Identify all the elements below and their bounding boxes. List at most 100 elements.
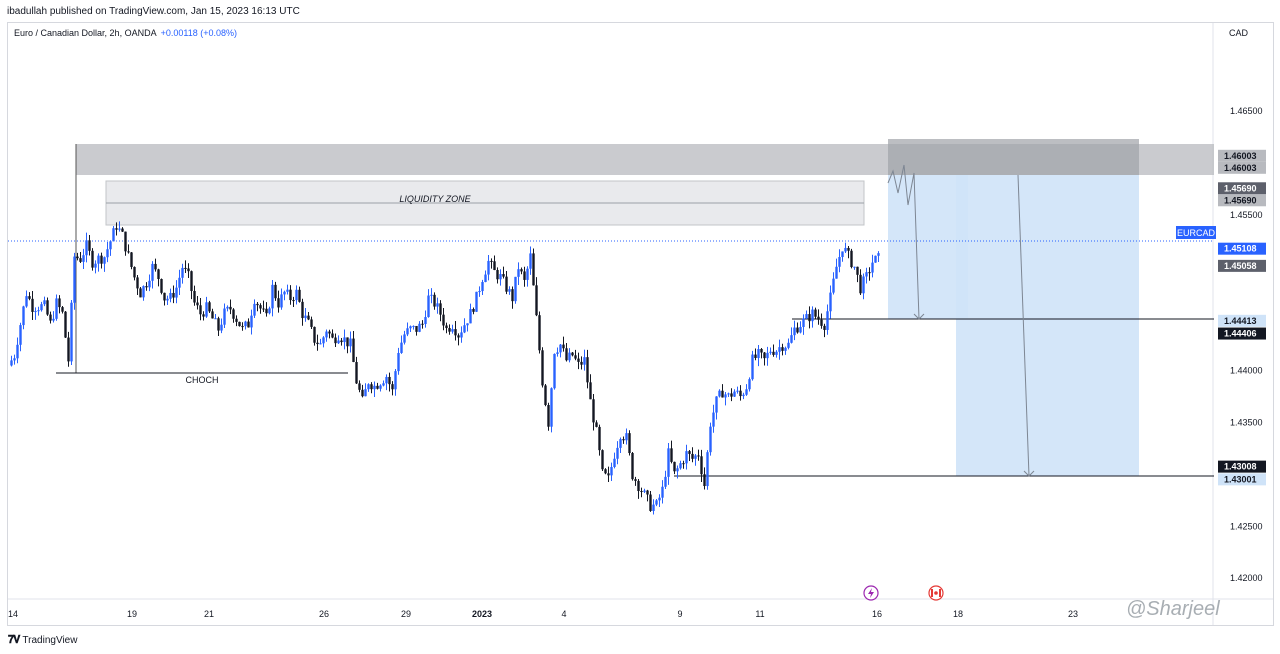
candle-body	[670, 448, 673, 462]
candle-body	[283, 291, 286, 295]
candle-body	[838, 257, 841, 267]
candle-body	[169, 292, 172, 299]
candle-body	[841, 251, 844, 258]
supply-zone-projection[interactable]	[888, 139, 1139, 175]
candle-body	[568, 352, 571, 361]
price-tag: 1.46003	[1224, 151, 1257, 161]
candle-body	[529, 253, 532, 269]
candle-body	[874, 255, 877, 263]
candle-body	[853, 266, 856, 268]
candle-body	[427, 295, 430, 318]
time-tick-label: 2023	[472, 609, 492, 619]
candle-body	[196, 302, 199, 306]
candle-body	[610, 467, 613, 476]
candle-body	[463, 325, 466, 333]
time-scale[interactable]: 14 19 21 26 29 2023 4 9 11 16 18 23	[8, 609, 1078, 619]
candle-body	[508, 289, 511, 292]
price-tag: 1.44406	[1224, 329, 1257, 339]
candle-body	[130, 252, 133, 267]
candle-body	[676, 468, 679, 472]
candle-body	[817, 316, 820, 320]
candle-body	[91, 250, 94, 268]
candle-body	[157, 269, 160, 280]
time-tick-label: 18	[953, 609, 963, 619]
projection-path-2[interactable]	[1017, 174, 1030, 477]
candle-body	[97, 255, 100, 264]
lightning-event-icon[interactable]	[863, 585, 879, 601]
symbol-name: Euro / Canadian Dollar, 2h, OANDA	[14, 28, 157, 38]
candle-body	[640, 491, 643, 493]
candle-body	[703, 474, 706, 487]
candle-body	[364, 389, 367, 397]
price-tag: 1.46003	[1224, 163, 1257, 173]
tradingview-logo-icon[interactable]: 𝟕𝐕	[8, 634, 20, 646]
candle-body	[442, 314, 445, 326]
candle-body	[646, 490, 649, 495]
candle-body	[784, 347, 787, 351]
currency-label: CAD	[1229, 28, 1249, 38]
candle-body	[520, 269, 523, 272]
candle-body	[175, 287, 178, 298]
candle-body	[160, 279, 163, 293]
candle-body	[292, 300, 295, 302]
candle-body	[751, 354, 754, 380]
candle-body	[112, 228, 115, 242]
target-box-2[interactable]	[956, 175, 1139, 476]
footer-brand[interactable]: TradingView	[22, 635, 78, 646]
candle-body	[517, 269, 520, 277]
candlestick-chart[interactable]: LIQUIDITY ZONE CHOCH 1.46500 1.45500 1.450…	[8, 23, 1273, 625]
price-tag-box	[1218, 314, 1266, 327]
candle-body	[460, 332, 463, 338]
price-scale[interactable]: 1.465001.455001.450001.445001.440001.435…	[1230, 106, 1263, 583]
price-tick-label: 1.44000	[1230, 366, 1263, 376]
candle-body	[835, 266, 838, 279]
candle-body	[244, 321, 247, 327]
candle-body	[658, 497, 661, 501]
candle-body	[277, 298, 280, 308]
candle-body	[652, 504, 655, 511]
candle-body	[535, 285, 538, 316]
candle-body	[280, 294, 283, 308]
price-tick-label: 1.43500	[1230, 418, 1263, 428]
candle-body	[46, 300, 49, 315]
candle-body	[619, 439, 622, 448]
candle-body	[154, 263, 157, 270]
candle-body	[181, 267, 184, 278]
candle-body	[361, 389, 364, 397]
candle-body	[550, 388, 553, 427]
candle-body	[229, 306, 232, 310]
price-tick-label: 1.42000	[1230, 573, 1263, 583]
candle-body	[379, 385, 382, 389]
watermark: @Sharjeel	[1126, 598, 1220, 620]
price-tag-box	[1218, 327, 1266, 340]
candle-body	[691, 453, 694, 459]
candle-body	[625, 433, 628, 441]
candle-body	[73, 256, 76, 303]
candle-body	[187, 268, 190, 272]
candle-body	[727, 393, 730, 395]
chart-frame: LIQUIDITY ZONE CHOCH 1.46500 1.45500 1.450…	[7, 22, 1274, 626]
candle-body	[823, 325, 826, 330]
candle-body	[820, 319, 823, 326]
candle-body	[412, 325, 415, 327]
candle-body	[721, 390, 724, 398]
candle-body	[769, 351, 772, 353]
candle-body	[643, 490, 646, 492]
candle-body	[826, 311, 829, 330]
candle-body	[421, 323, 424, 325]
candle-body	[661, 486, 664, 498]
canada-flag-event-icon[interactable]	[928, 585, 944, 601]
candle-body	[193, 290, 196, 303]
candle-body	[532, 253, 535, 286]
candle-body	[223, 308, 226, 325]
candle-body	[772, 351, 775, 355]
projection-path-1[interactable]	[887, 164, 920, 320]
candle-body	[322, 337, 325, 344]
target-box-1[interactable]	[888, 175, 968, 319]
candle-body	[778, 347, 781, 352]
candle-body	[40, 304, 43, 311]
candle-body	[226, 306, 229, 309]
candle-body	[55, 298, 58, 319]
candle-body	[121, 228, 124, 232]
candle-body	[685, 451, 688, 464]
